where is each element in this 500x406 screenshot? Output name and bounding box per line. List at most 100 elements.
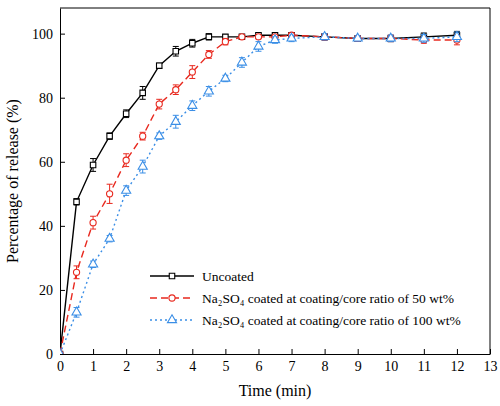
axis-line bbox=[60, 9, 61, 355]
series-line bbox=[60, 35, 457, 354]
legend-label: Na₂SO₄ coated at coating/core ratio of 5… bbox=[202, 291, 454, 306]
legend-item: Uncoated bbox=[150, 269, 254, 284]
marker bbox=[72, 307, 81, 315]
marker bbox=[270, 35, 279, 43]
legend: Uncoated Na₂SO₄ coated at coating/core ra… bbox=[150, 269, 461, 328]
marker bbox=[60, 349, 65, 354]
error-bar bbox=[189, 39, 195, 47]
error-bar bbox=[140, 86, 146, 99]
tick: 1 bbox=[90, 349, 97, 374]
tick-label: 11 bbox=[418, 359, 431, 374]
tick-label: 100 bbox=[32, 27, 53, 42]
tick-mark bbox=[60, 226, 65, 227]
plot: 012345678910111213020406080100UncoatedNa… bbox=[32, 8, 498, 374]
tick: 8 bbox=[322, 349, 329, 374]
y-axis-title: Percentage of release (%) bbox=[4, 99, 22, 263]
error-bar bbox=[222, 38, 228, 44]
error-bar bbox=[206, 51, 212, 59]
marker bbox=[156, 63, 161, 68]
error-bar bbox=[156, 63, 162, 68]
tick-label: 40 bbox=[39, 219, 53, 234]
tick-mark bbox=[258, 349, 259, 354]
tick-mark bbox=[60, 290, 65, 291]
marker bbox=[155, 131, 164, 139]
tick-label: 13 bbox=[484, 359, 498, 374]
marker bbox=[255, 34, 261, 40]
marker bbox=[204, 86, 213, 94]
tick-label: 3 bbox=[156, 359, 163, 374]
tick-label: 7 bbox=[289, 359, 296, 374]
error-bar bbox=[123, 110, 129, 118]
marker bbox=[206, 51, 212, 57]
x-axis: 012345678910111213 bbox=[57, 349, 498, 374]
error-bar bbox=[74, 199, 80, 205]
error-bar bbox=[173, 46, 179, 56]
error-bar bbox=[140, 132, 146, 140]
tick: 6 bbox=[255, 349, 262, 374]
marker bbox=[123, 111, 128, 116]
x-axis-title: Time (min) bbox=[239, 382, 312, 400]
tick-mark bbox=[60, 162, 65, 163]
tick: 9 bbox=[355, 349, 362, 374]
tick: 80 bbox=[39, 91, 65, 106]
marker bbox=[73, 269, 79, 275]
marker bbox=[140, 133, 146, 139]
legend-label: Uncoated bbox=[202, 269, 254, 284]
tick-label: 8 bbox=[322, 359, 329, 374]
marker bbox=[74, 199, 79, 204]
tick-mark bbox=[457, 349, 458, 354]
series-points bbox=[60, 32, 461, 354]
tick: 2 bbox=[123, 349, 130, 374]
error-bar bbox=[90, 159, 96, 172]
tick: 40 bbox=[39, 219, 65, 234]
tick-mark bbox=[60, 98, 65, 99]
tick: 3 bbox=[156, 349, 163, 374]
y-axis: 020406080100 bbox=[32, 9, 65, 362]
marker bbox=[107, 133, 112, 138]
tick-label: 6 bbox=[255, 359, 262, 374]
series-points bbox=[60, 32, 460, 354]
tick: 60 bbox=[39, 155, 65, 170]
marker bbox=[89, 259, 98, 267]
tick: 10 bbox=[384, 349, 398, 374]
tick-label: 2 bbox=[123, 359, 130, 374]
error-bar bbox=[90, 216, 96, 229]
tick-label: 0 bbox=[57, 359, 64, 374]
tick: 20 bbox=[39, 283, 65, 298]
marker bbox=[156, 101, 162, 107]
series-points bbox=[60, 31, 460, 354]
tick-mark bbox=[93, 349, 94, 354]
marker bbox=[239, 34, 245, 40]
tick-label: 10 bbox=[384, 359, 398, 374]
tick-mark bbox=[424, 349, 425, 354]
tick-mark bbox=[358, 349, 359, 354]
marker bbox=[386, 33, 395, 41]
marker bbox=[353, 33, 362, 41]
tick-label: 4 bbox=[189, 359, 196, 374]
tick-label: 80 bbox=[39, 91, 53, 106]
error-bar bbox=[206, 34, 212, 40]
tick-label: 12 bbox=[450, 359, 464, 374]
marker bbox=[452, 32, 461, 40]
marker bbox=[140, 90, 145, 95]
marker bbox=[188, 100, 197, 108]
marker bbox=[123, 157, 129, 163]
chart: 012345678910111213020406080100UncoatedNa… bbox=[0, 0, 500, 406]
tick-label: 20 bbox=[39, 283, 53, 298]
error-bar bbox=[107, 133, 113, 139]
marker bbox=[189, 69, 195, 75]
tick-mark bbox=[292, 349, 293, 354]
series-line bbox=[60, 37, 457, 354]
legend-marker bbox=[169, 295, 175, 301]
error-bar bbox=[189, 66, 195, 79]
error-bar bbox=[74, 266, 80, 279]
tick-mark bbox=[126, 349, 127, 354]
marker bbox=[122, 185, 131, 193]
frame bbox=[490, 8, 491, 354]
tick: 7 bbox=[289, 349, 296, 374]
marker bbox=[206, 34, 211, 39]
error-bar bbox=[107, 184, 113, 203]
legend-item: Na₂SO₄ coated at coating/core ratio of 1… bbox=[150, 313, 461, 328]
marker bbox=[90, 220, 96, 226]
marker bbox=[107, 191, 113, 197]
